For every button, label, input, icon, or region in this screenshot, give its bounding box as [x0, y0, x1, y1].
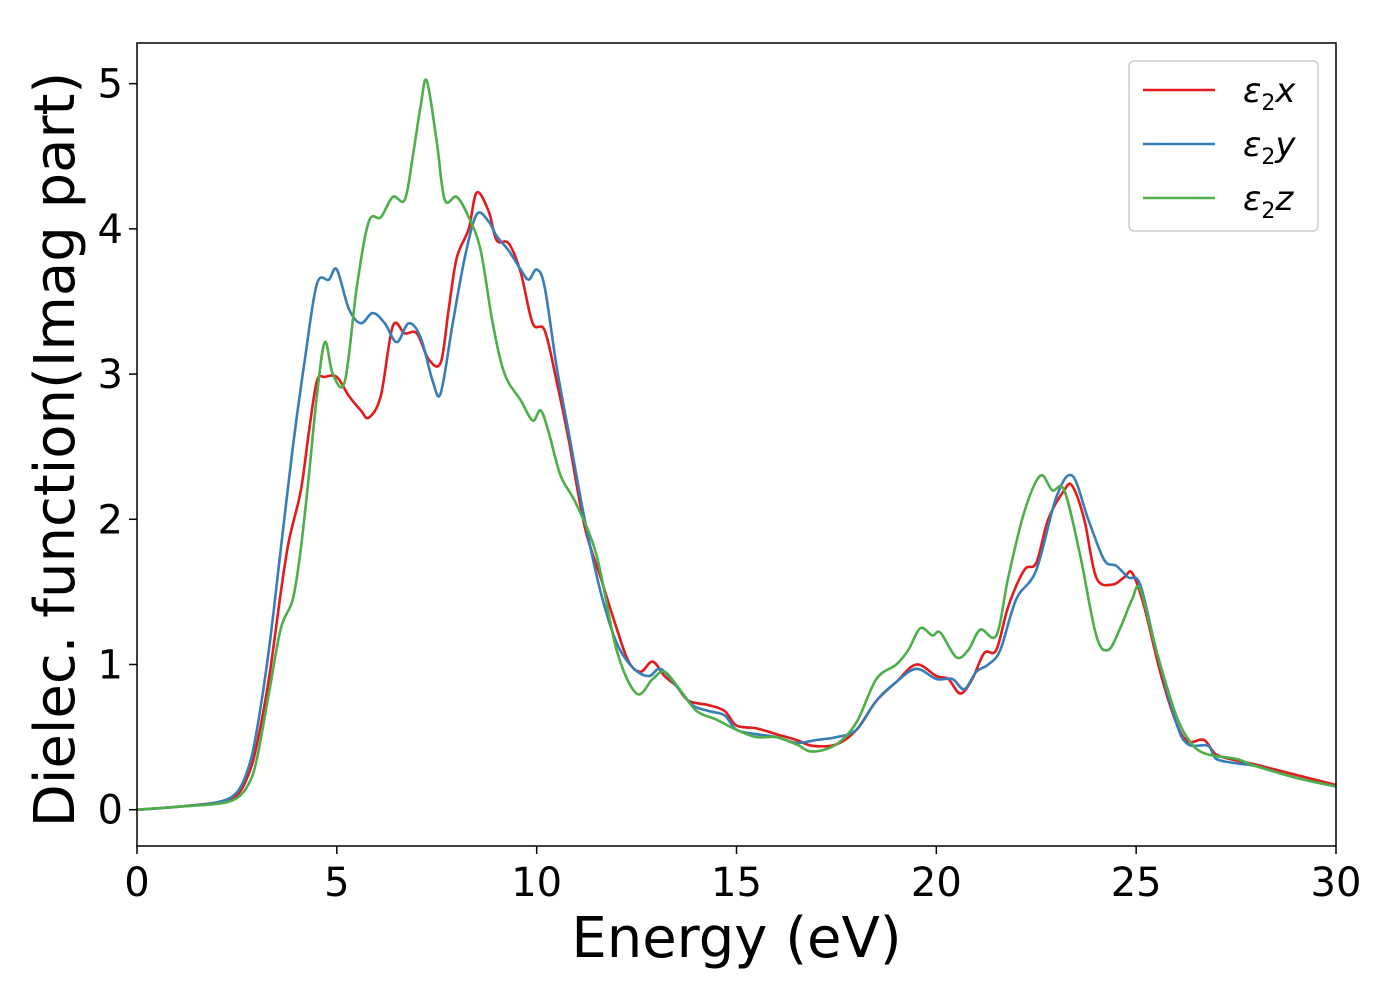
- y-axis-ticks: 0 1 2 3 4 5: [98, 62, 137, 834]
- y-tick-label: 3: [98, 352, 123, 398]
- y-tick-label: 2: [98, 497, 123, 543]
- legend-item-z: ε2z: [1143, 179, 1294, 224]
- y-axis-label: Dielec. function(Imag part): [23, 72, 88, 828]
- x-tick-label: 0: [124, 860, 149, 906]
- x-axis-ticks: 0 5 10 15 20 25 30: [124, 846, 1361, 906]
- legend-item-x: ε2x: [1143, 71, 1296, 116]
- x-axis-label: Energy (eV): [571, 906, 901, 971]
- y-tick-label: 5: [98, 62, 123, 108]
- series-lines: [137, 78, 1336, 811]
- x-tick-label: 25: [1111, 860, 1162, 906]
- legend-box: [1128, 60, 1319, 232]
- x-tick-label: 20: [911, 860, 962, 906]
- legend-label: ε2y: [1243, 125, 1296, 170]
- y-tick-label: 0: [98, 788, 123, 834]
- legend: ε2x ε2y ε2z: [1128, 60, 1319, 232]
- series-line-z: [137, 78, 1336, 811]
- legend-label: ε2z: [1243, 179, 1294, 224]
- series-line-y: [137, 211, 1336, 811]
- legend-item-y: ε2y: [1143, 125, 1296, 170]
- y-tick-label: 1: [98, 642, 123, 688]
- x-tick-label: 30: [1311, 860, 1362, 906]
- legend-label: ε2x: [1243, 71, 1296, 116]
- x-tick-label: 5: [324, 860, 349, 906]
- x-tick-label: 15: [711, 860, 762, 906]
- y-tick-label: 4: [98, 207, 123, 253]
- x-tick-label: 10: [511, 860, 562, 906]
